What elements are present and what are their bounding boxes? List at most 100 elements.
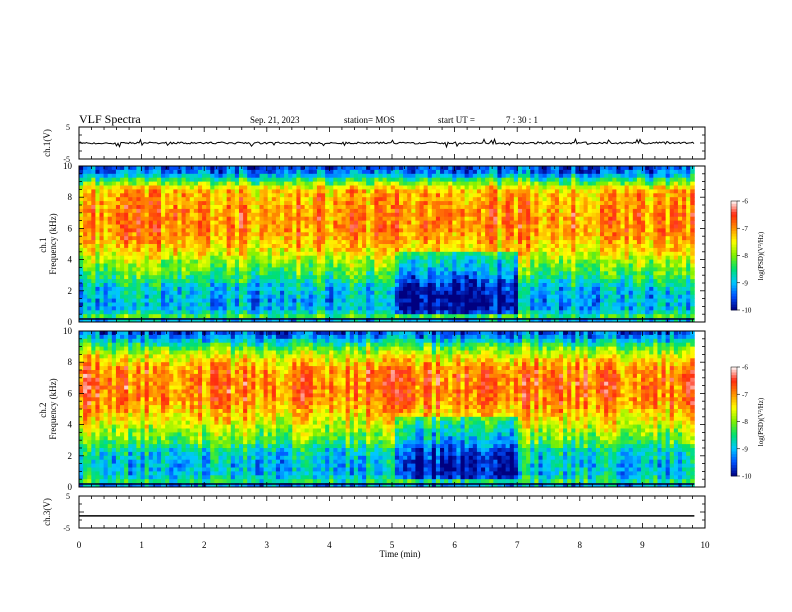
heatmap-cell	[546, 169, 552, 175]
heatmap-cell	[226, 232, 232, 237]
heatmap-cell	[222, 177, 228, 182]
heatmap-cell	[530, 310, 535, 315]
heatmap-cell	[476, 310, 482, 315]
heatmap-cell	[374, 236, 379, 241]
heatmap-cell	[181, 267, 187, 272]
heatmap-cell	[431, 298, 437, 303]
heatmap-cell	[390, 283, 396, 288]
heatmap-cell	[558, 263, 564, 268]
heatmap-cell	[169, 244, 174, 249]
heatmap-cell	[251, 224, 256, 229]
heatmap-cell	[411, 228, 416, 233]
heatmap-cell	[501, 263, 507, 268]
heatmap-cell	[464, 286, 470, 292]
heatmap-cell	[456, 173, 461, 179]
heatmap-cell	[243, 216, 248, 221]
heatmap-cell	[238, 189, 244, 194]
heatmap-cell	[161, 166, 166, 171]
heatmap-cell	[120, 318, 125, 323]
heatmap-cell	[501, 244, 507, 249]
heatmap-cell	[419, 169, 424, 175]
heatmap-cell	[575, 314, 580, 319]
heatmap-cell	[251, 247, 256, 253]
heatmap-cell	[452, 247, 457, 253]
heatmap-cell	[214, 267, 219, 272]
heatmap-cell	[390, 208, 396, 214]
heatmap-cell	[509, 244, 515, 249]
heatmap-cell	[243, 181, 248, 186]
heatmap-cell	[472, 193, 478, 198]
heatmap-cell	[542, 177, 548, 182]
heatmap-cell	[394, 224, 400, 229]
heatmap-cell	[407, 255, 412, 260]
heatmap-cell	[456, 279, 461, 284]
heatmap-cell	[522, 263, 527, 268]
heatmap-cell	[468, 193, 474, 198]
heatmap-cell	[493, 224, 498, 229]
heatmap-cell	[247, 208, 252, 214]
heatmap-cell	[132, 244, 137, 249]
heatmap-cell	[165, 169, 170, 175]
heatmap-cell	[345, 267, 351, 272]
heatmap-cell	[419, 275, 424, 280]
heatmap-cell	[255, 283, 260, 288]
heatmap-cell	[312, 201, 318, 206]
heatmap-cell	[501, 240, 507, 245]
heatmap-cell	[79, 283, 84, 288]
heatmap-cell	[316, 212, 322, 218]
heatmap-cell	[423, 310, 429, 315]
heatmap-cell	[530, 294, 535, 299]
heatmap-cell	[136, 169, 141, 175]
heatmap-cell	[501, 166, 507, 171]
heatmap-cell	[267, 181, 273, 186]
heatmap-cell	[345, 271, 351, 276]
heatmap-cell	[452, 251, 457, 257]
heatmap-cell	[522, 290, 527, 296]
heatmap-cell	[538, 189, 543, 194]
heatmap-cell	[193, 201, 199, 206]
heatmap-cell	[247, 286, 252, 292]
heatmap-cell	[378, 232, 383, 237]
heatmap-cell	[193, 267, 199, 272]
heatmap-cell	[341, 310, 347, 315]
heatmap-cell	[214, 224, 219, 229]
heatmap-cell	[103, 263, 109, 268]
heatmap-cell	[485, 279, 490, 284]
heatmap-cell	[243, 247, 248, 253]
heatmap-cell	[206, 306, 211, 311]
heatmap-cell	[398, 212, 404, 218]
heatmap-cell	[230, 193, 236, 198]
heatmap-cell	[271, 208, 277, 214]
heatmap-cell	[489, 290, 494, 296]
heatmap-cell	[382, 279, 388, 284]
heatmap-cell	[534, 306, 539, 311]
heatmap-cell	[136, 220, 141, 225]
heatmap-cell	[489, 263, 494, 268]
heatmap-cell	[181, 181, 187, 186]
heatmap-cell	[193, 193, 199, 198]
heatmap-cell	[255, 201, 260, 206]
heatmap-cell	[501, 283, 507, 288]
heatmap-cell	[148, 263, 154, 268]
heatmap-cell	[357, 185, 363, 190]
heatmap-cell	[107, 169, 113, 175]
heatmap-cell	[321, 224, 326, 229]
heatmap-cell	[222, 310, 228, 315]
heatmap-cell	[554, 201, 560, 206]
heatmap-cell	[169, 286, 174, 292]
heatmap-cell	[345, 244, 351, 249]
heatmap-cell	[222, 302, 228, 307]
heatmap-cell	[181, 240, 187, 245]
heatmap-cell	[148, 306, 154, 311]
heatmap-cell	[124, 318, 129, 323]
heatmap-cell	[403, 193, 408, 198]
heatmap-cell	[136, 193, 141, 198]
heatmap-cell	[251, 181, 256, 186]
heatmap-cell	[398, 259, 404, 264]
heatmap-cell	[575, 166, 580, 171]
heatmap-cell	[440, 240, 445, 245]
heatmap-cell	[370, 263, 375, 268]
heatmap-cell	[99, 232, 105, 237]
heatmap-cell	[120, 314, 125, 319]
heatmap-cell	[337, 267, 342, 272]
